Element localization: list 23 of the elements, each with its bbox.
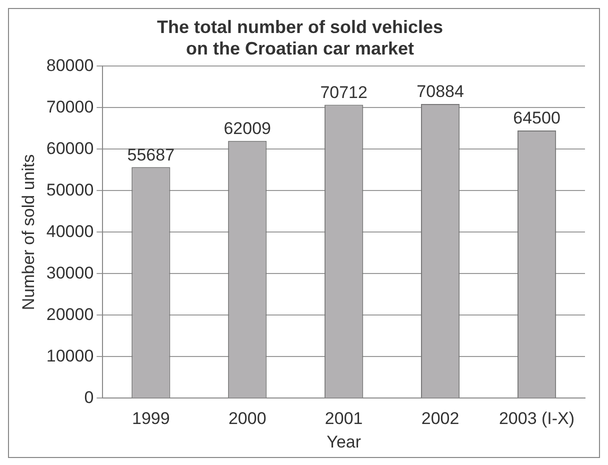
y-axis-title: Number of sold units — [18, 154, 38, 310]
text: on the Croatian car market — [186, 38, 414, 58]
y-tick-label: 30000 — [46, 263, 94, 282]
x-tick-label: 2002 — [421, 409, 460, 428]
data-label: 70884 — [416, 82, 464, 102]
text: The total number of sold vehicles — [156, 16, 444, 37]
y-tick-label: 80000 — [46, 56, 94, 75]
x-tick-label: 2003 (I-X) — [498, 409, 575, 428]
y-tick-label: 60000 — [46, 138, 94, 158]
data-label: 62009 — [224, 119, 272, 138]
x-axis-title: Year — [326, 432, 362, 452]
y-tick-label: 70000 — [46, 97, 94, 116]
y-tick-label: 40000 — [46, 222, 94, 241]
y-tick-label: 20000 — [46, 304, 94, 324]
y-tick-label: 50000 — [46, 180, 94, 200]
x-tick-label: 2001 — [324, 409, 363, 428]
x-tick-label: 1999 — [132, 409, 170, 428]
y-tick-label: 10000 — [46, 346, 94, 366]
data-label: 70712 — [320, 82, 368, 102]
data-label: 64500 — [513, 108, 560, 128]
x-tick-label: 2000 — [228, 409, 266, 428]
y-tick-label: 0 — [84, 388, 94, 407]
data-label: 55687 — [127, 145, 175, 164]
